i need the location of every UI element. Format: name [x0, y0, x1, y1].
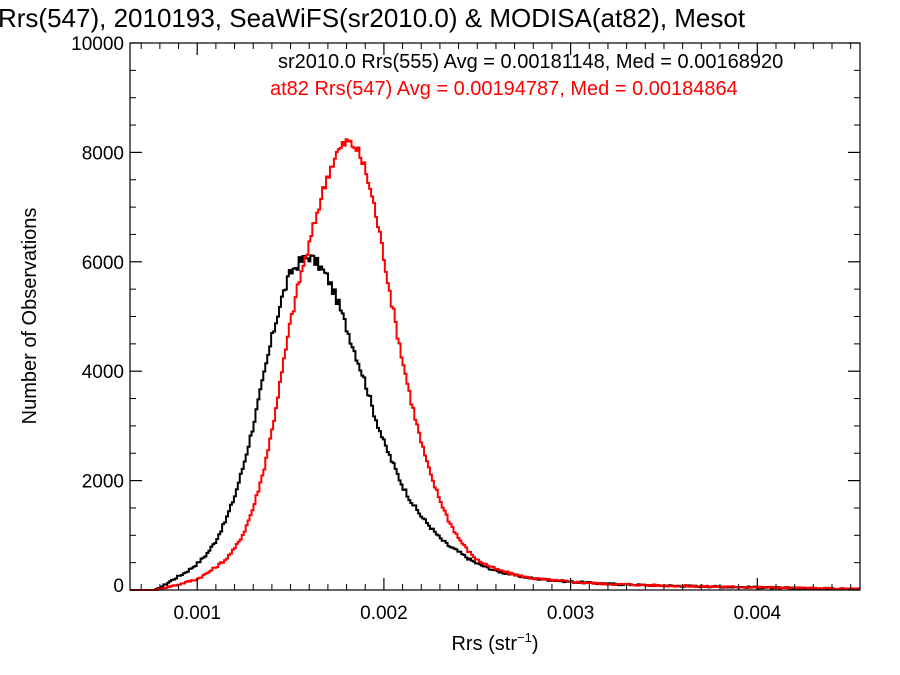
x-tick-label: 0.001	[173, 603, 221, 624]
y-tick-label: 2000	[82, 472, 124, 493]
x-tick-label: 0.003	[547, 603, 595, 624]
legend-entry-seawifs: sr2010.0 Rrs(555) Avg = 0.00181148, Med …	[278, 51, 783, 73]
y-tick-label: 10000	[71, 34, 124, 55]
x-axis-label: Rrs (str−1)	[451, 630, 538, 655]
y-tick-label: 0	[113, 576, 124, 597]
x-axis-label-superscript: −1	[517, 630, 532, 645]
x-axis-label-end: )	[532, 633, 539, 655]
x-axis-label-main: Rrs (str	[451, 633, 517, 655]
plot-area: 0.001 0.002 0.003 0.004 0 2000 4000 6000 8000 100…	[71, 34, 861, 624]
legend-entry-modisa: at82 Rrs(547) Avg = 0.00194787, Med = 0.…	[270, 78, 738, 100]
x-tick-label: 0.002	[360, 603, 408, 624]
y-tick-label: 6000	[82, 253, 124, 274]
x-tick-label: 0.004	[734, 603, 782, 624]
y-tick-label: 8000	[82, 143, 124, 164]
series-line-1	[130, 138, 861, 591]
chart-title: Rrs(547), 2010193, SeaWiFS(sr2010.0) & M…	[0, 3, 746, 33]
y-axis-label: Number of Observations	[19, 208, 41, 425]
y-tick-label: 4000	[82, 362, 124, 383]
